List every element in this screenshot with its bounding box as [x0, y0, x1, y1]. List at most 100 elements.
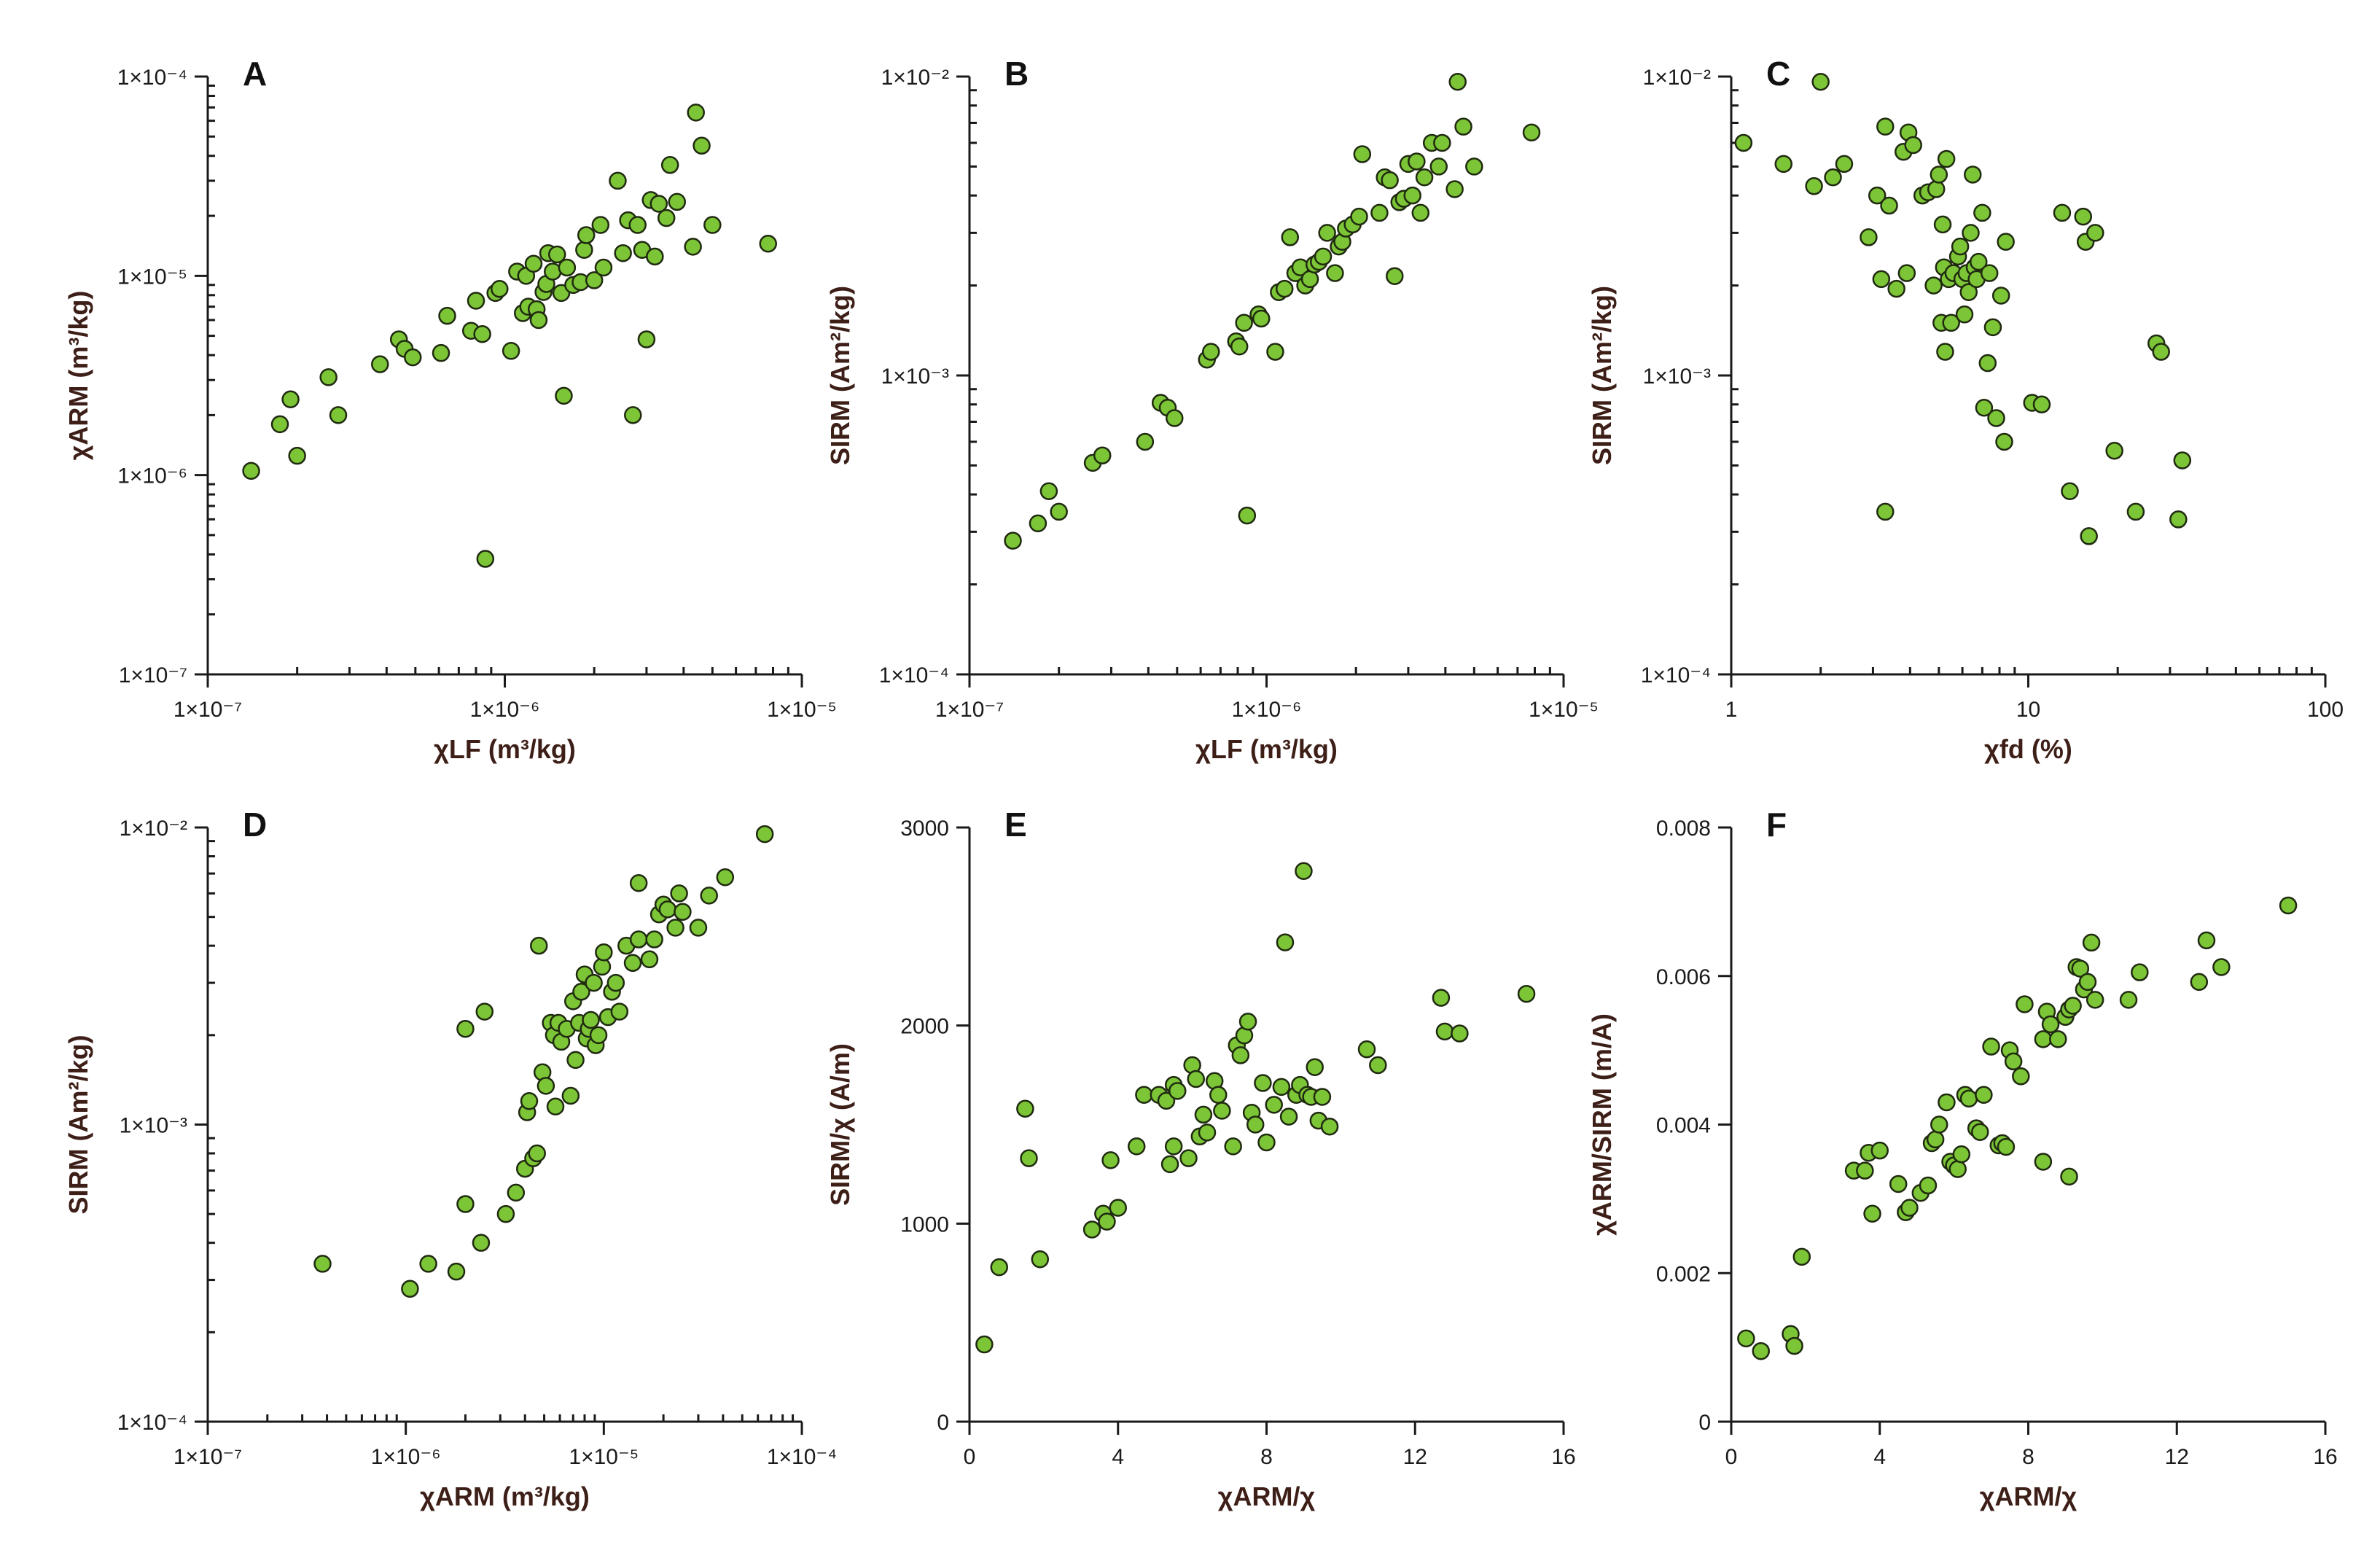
data-point [1919, 1176, 1938, 1195]
data-point [2004, 1052, 2023, 1071]
data-point [456, 1019, 475, 1038]
data-point [1454, 117, 1472, 136]
x-tick-label: 16 [1551, 1445, 1575, 1469]
data-point [674, 903, 692, 921]
data-point [1257, 1133, 1276, 1152]
y-tick-label: 2000 [900, 1015, 949, 1039]
data-point [288, 446, 306, 465]
data-point [1403, 186, 1421, 205]
data-point [1465, 157, 1483, 176]
x-tick-label: 12 [1403, 1445, 1427, 1469]
data-point [2012, 1067, 2030, 1086]
data-point [1050, 502, 1068, 521]
data-point [1927, 180, 1946, 198]
data-point [2119, 991, 2138, 1009]
y-axis-label: SIRM (Am²/kg) [1587, 286, 1617, 465]
data-point [432, 343, 450, 362]
data-point [467, 292, 485, 310]
data-point [1872, 270, 1891, 289]
data-point [1166, 409, 1184, 427]
data-point [759, 234, 777, 253]
data-point [438, 306, 456, 325]
data-point [2105, 441, 2123, 460]
x-tick-label: 1×10⁻⁶ [1232, 698, 1302, 722]
panel-f: 0 4 8 12 16 0 0.002 0.004 0.006 0.008 χARM/χ χARM/S… [1587, 806, 2338, 1511]
data-point [1969, 252, 1988, 271]
data-point [1880, 196, 1898, 215]
data-point [507, 1183, 526, 1202]
x-tick-label: 1×10⁻⁴ [767, 1445, 837, 1469]
data-point [1246, 1115, 1265, 1134]
x-tick-label: 1×10⁻⁵ [767, 698, 837, 722]
data-point [1429, 157, 1448, 176]
x-tick-label: 16 [2313, 1445, 2337, 1469]
data-point [1265, 1096, 1283, 1114]
data-point [1198, 1123, 1217, 1142]
data-point [577, 226, 596, 244]
data-point [1973, 203, 1991, 222]
panel-letter: A [243, 55, 267, 93]
panel-c: 1 10 100 1×10⁻⁴ 1×10⁻³ 1×10⁻² χfd (%) SIRM (Am²… [1587, 55, 2344, 764]
data-point [1313, 1088, 1332, 1106]
data-point [1238, 1012, 1257, 1031]
panel-letter: B [1004, 55, 1029, 93]
data-point [2034, 1030, 2053, 1048]
y-tick-label: 1×10⁻⁴ [1641, 663, 1711, 688]
y-tick-label: 0 [1698, 1411, 1711, 1435]
data-point [640, 950, 659, 969]
data-point [2131, 963, 2149, 981]
data-point [1863, 1204, 1881, 1223]
x-axis-label: χARM/χ [1980, 1481, 2077, 1511]
data-point [975, 1335, 994, 1354]
data-point [589, 1026, 608, 1045]
y-axis-label: χARM/SIRM (m/A) [1587, 1013, 1617, 1236]
data-point [1135, 1086, 1153, 1104]
data-point [1179, 1149, 1198, 1167]
data-point [1306, 1058, 1324, 1076]
data-point [700, 887, 718, 905]
x-tick-label: 8 [1260, 1445, 1273, 1469]
data-point [1350, 207, 1368, 226]
data-point [1127, 1137, 1146, 1156]
y-tick-label: 1×10⁻³ [881, 365, 949, 389]
data-point [1997, 1137, 2016, 1156]
y-tick-label: 1×10⁻⁴ [117, 66, 187, 90]
data-point [1734, 133, 1753, 152]
data-point [1752, 1341, 1770, 1360]
data-point [572, 983, 590, 1001]
data-point [1432, 989, 1451, 1007]
y-tick-label: 1×10⁻⁴ [879, 663, 949, 688]
data-point [1811, 73, 1830, 91]
data-point [1876, 117, 1895, 136]
data-point [561, 1086, 580, 1105]
data-point [475, 1002, 494, 1021]
data-point [1020, 1149, 1038, 1167]
data-point [1785, 1336, 1803, 1355]
data-point [1157, 1091, 1176, 1110]
data-point [1272, 1078, 1291, 1097]
data-point [703, 216, 722, 234]
data-point [1353, 145, 1372, 163]
data-point [1209, 1086, 1228, 1104]
data-point [1522, 123, 1541, 141]
data-point [1082, 1220, 1101, 1239]
data-point [684, 238, 702, 256]
y-axis-label: SIRM (Am²/kg) [63, 1035, 93, 1215]
data-point [591, 216, 610, 234]
data-point [660, 156, 679, 174]
data-point [649, 195, 668, 213]
data-point [1101, 1151, 1120, 1169]
data-point [2080, 527, 2098, 545]
data-point [575, 241, 593, 259]
data-point [1876, 502, 1895, 521]
data-point [472, 1234, 491, 1252]
data-point [1275, 279, 1294, 298]
x-tick-label: 1×10⁻⁷ [935, 698, 1004, 722]
data-point [1951, 237, 1970, 256]
data-point [1164, 1137, 1183, 1156]
data-point [2082, 933, 2101, 952]
data-point [1930, 1115, 1948, 1134]
data-point [1238, 506, 1257, 525]
data-point [1987, 409, 2005, 427]
